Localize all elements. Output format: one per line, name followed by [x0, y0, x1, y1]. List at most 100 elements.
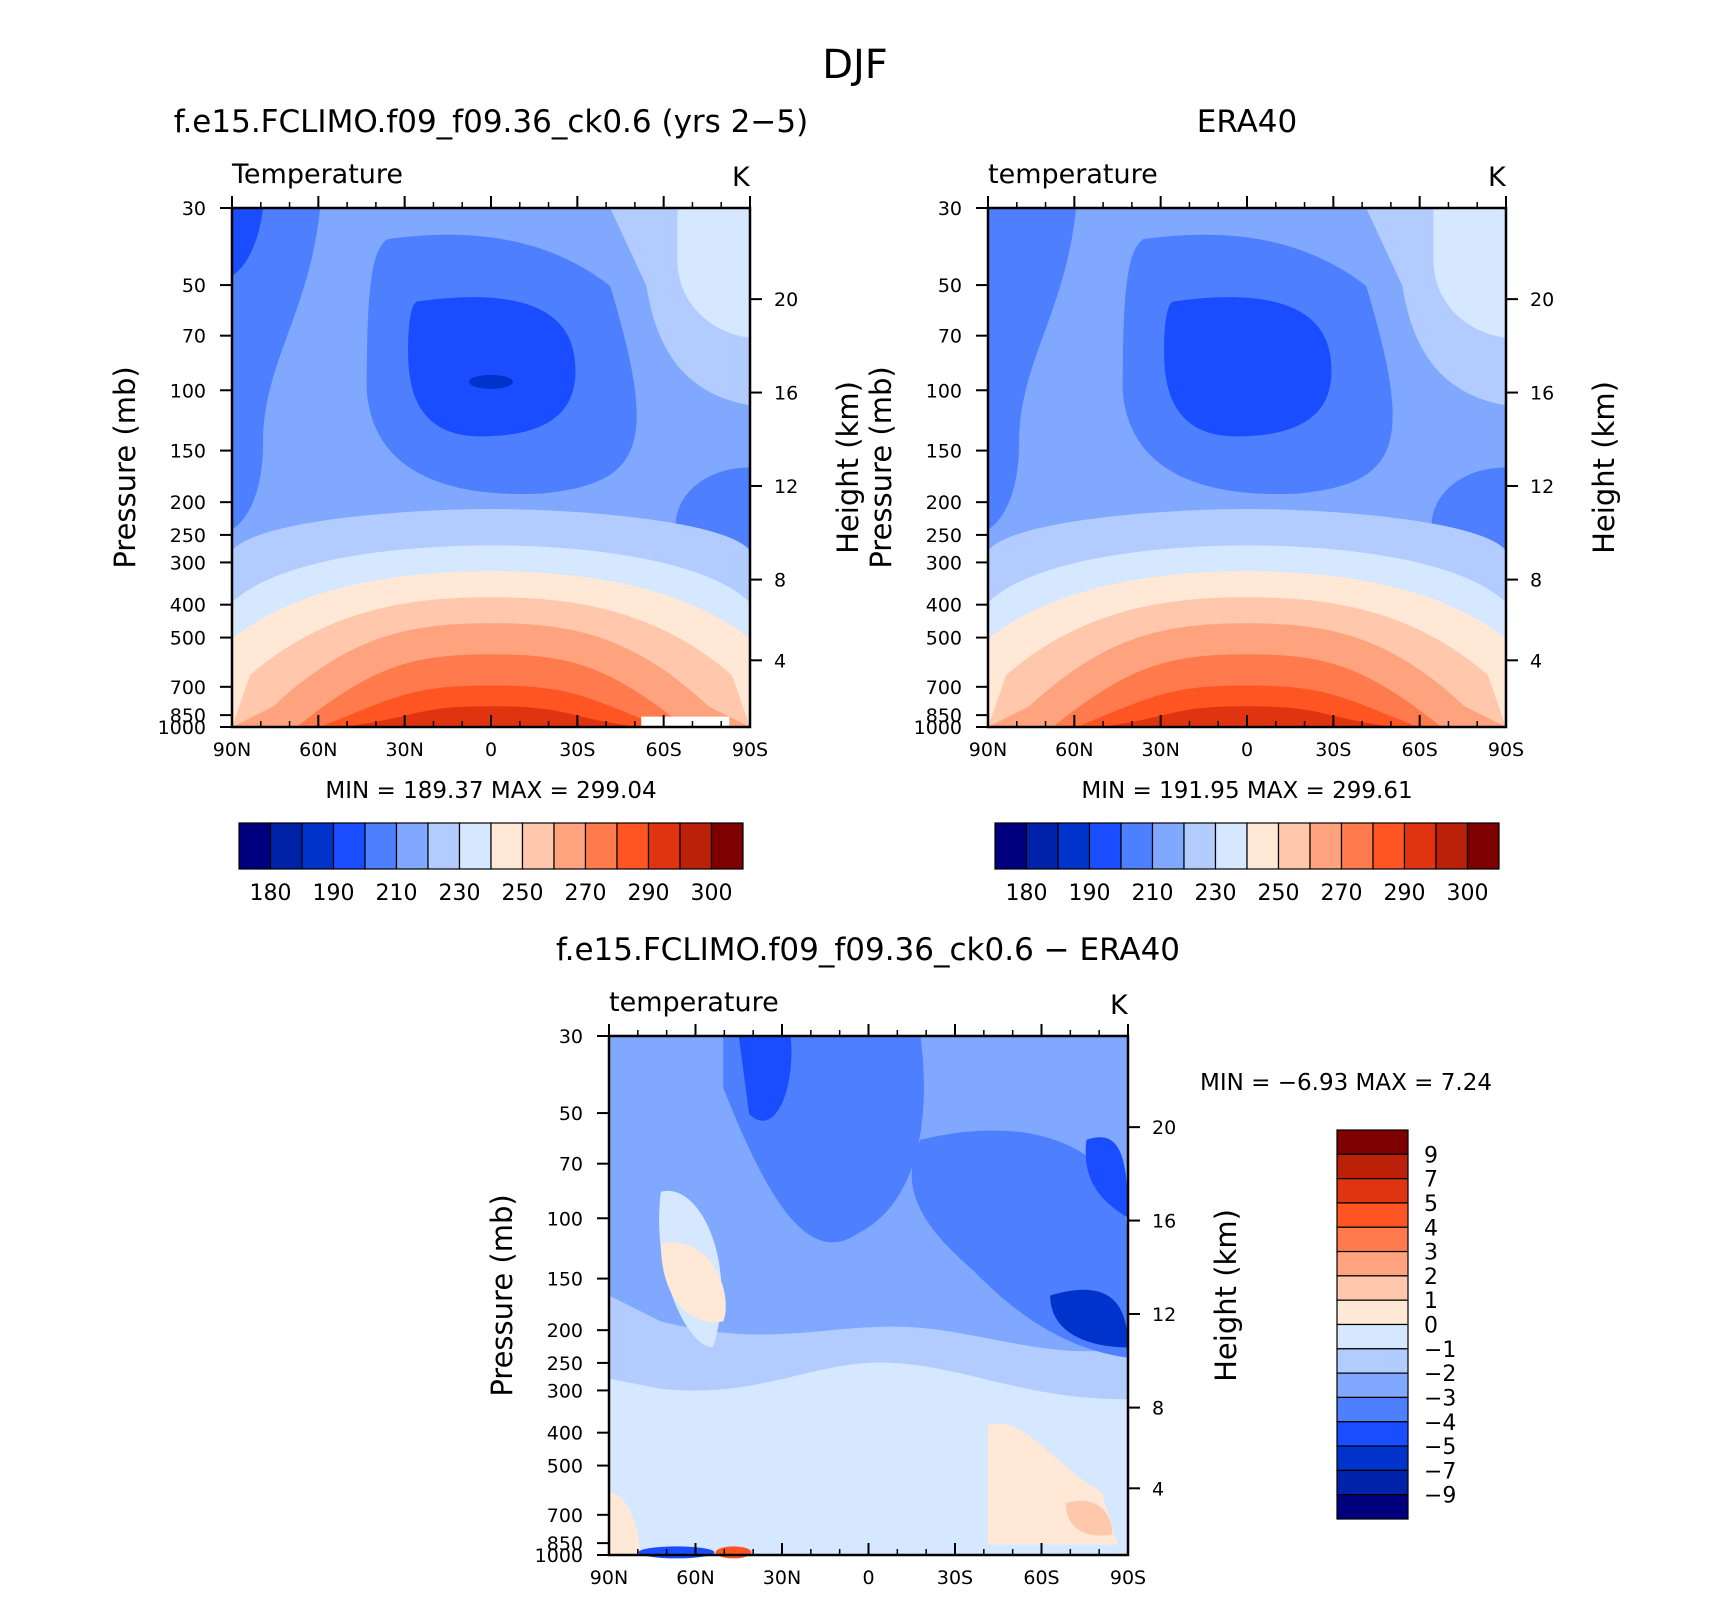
y-tick-label: 1000 [535, 1545, 583, 1567]
y-axis-title: Pressure (mb) [485, 1194, 519, 1396]
y-tick-label: 500 [170, 628, 206, 650]
y-tick-label: 30 [182, 198, 206, 220]
min-max-stats: MIN = 191.95 MAX = 299.61 [1081, 778, 1412, 804]
panel-title: f.e15.FCLIMO.f09_f09.36_ck0.6 − ERA40 [556, 932, 1180, 968]
colorbar-label: 250 [502, 881, 544, 906]
y-right-tick-label: 4 [1530, 650, 1542, 672]
colorbar-swatch [1336, 1421, 1409, 1447]
contour-band-neg5 [738, 1036, 792, 1121]
colorbar-swatch [1336, 1226, 1409, 1253]
colorbar-label: 230 [439, 881, 481, 906]
colorbar-label: −5 [1424, 1435, 1456, 1460]
contour-band-240 [1433, 208, 1506, 338]
plot-axes: 90N 60N 30N 0 30S 60S 90S 30 50 70 100 150 200 250 300… [485, 932, 1243, 1589]
colorbar-label: 2 [1424, 1265, 1438, 1290]
x-tick-label: 30N [385, 739, 423, 761]
contour-field [988, 208, 1506, 727]
colorbar-swatch [1336, 1202, 1409, 1228]
colorbar-label: 4 [1424, 1216, 1438, 1241]
x-tick-label: 60S [1402, 739, 1438, 761]
colorbar-swatch [1336, 1153, 1409, 1180]
y-axis-title: Pressure (mb) [108, 366, 142, 568]
y-right-tick-label: 12 [1530, 476, 1554, 498]
y-right-tick-label: 8 [1152, 1398, 1164, 1420]
colorbar-label: −4 [1424, 1411, 1456, 1436]
y-tick-label: 30 [938, 198, 962, 220]
colorbar-swatch [1336, 1348, 1409, 1374]
contour-band-neg5b [1085, 1137, 1128, 1218]
y-tick-label: 400 [547, 1423, 583, 1445]
colorbar-swatch [1088, 822, 1122, 870]
colorbar-swatch [710, 822, 744, 870]
colorbar-swatch [1336, 1275, 1409, 1301]
colorbar-label: 1 [1424, 1289, 1438, 1314]
colorbar-swatch [458, 822, 492, 870]
colorbar-swatch [1336, 1494, 1409, 1520]
panel-subtitle: temperature [609, 987, 779, 1018]
colorbar-swatch [1246, 822, 1280, 870]
colorbar-label: 210 [376, 881, 418, 906]
colorbar-swatch [332, 822, 366, 870]
y-tick-label: 400 [170, 595, 206, 617]
colorbar-swatch [994, 822, 1028, 870]
x-tick-label: 90S [1110, 1567, 1146, 1589]
colorbar-swatch [238, 822, 272, 870]
x-tick-label: 90S [1488, 739, 1524, 761]
y-tick-label: 700 [926, 677, 962, 699]
colorbar-label: 7 [1424, 1168, 1438, 1193]
colorbar-swatch [1336, 1445, 1409, 1471]
y-right-axis-title: Height (km) [1209, 1209, 1243, 1382]
colorbar-swatch [584, 822, 618, 870]
y-tick-label: 300 [547, 1380, 583, 1402]
y-tick-label: 100 [926, 380, 962, 402]
y-tick-label: 150 [926, 441, 962, 463]
y-tick-label: 700 [170, 677, 206, 699]
units-label: K [1110, 990, 1129, 1021]
y-tick-label: 1000 [158, 717, 206, 739]
y-tick-label: 500 [926, 628, 962, 650]
contour-band-190 [408, 297, 576, 437]
colorbar-swatch [301, 822, 335, 870]
x-tick-label: 30N [763, 1567, 801, 1589]
y-tick-label: 250 [170, 525, 206, 547]
colorbar-swatch [1336, 1323, 1409, 1350]
colorbar-swatch [364, 822, 398, 870]
min-max-stats: MIN = −6.93 MAX = 7.24 [1200, 1070, 1492, 1096]
contour-band-polar-core [232, 208, 264, 276]
colorbar-swatch [1151, 822, 1185, 870]
colorbar-label: 270 [565, 881, 607, 906]
x-tick-label: 0 [485, 739, 497, 761]
x-tick-label: 90N [213, 739, 251, 761]
y-tick-label: 100 [170, 380, 206, 402]
colorbar-label: −3 [1424, 1386, 1456, 1411]
x-tick-label: 60S [1023, 1567, 1059, 1589]
y-tick-label: 150 [170, 441, 206, 463]
y-tick-label: 200 [547, 1320, 583, 1342]
y-tick-label: 300 [170, 552, 206, 574]
colorbar-swatch [616, 822, 650, 870]
y-tick-label: 50 [182, 275, 206, 297]
colorbar-swatch [521, 822, 555, 870]
colorbar-label: −7 [1424, 1459, 1456, 1484]
colorbar-label: 270 [1321, 881, 1363, 906]
panel-subtitle: temperature [988, 159, 1158, 190]
y-right-tick-label: 4 [774, 650, 786, 672]
plot-axes: 90N 60N 30N 0 30S 60S 90S 30 50 70 100 150 200 250 300… [864, 104, 1621, 761]
y-tick-label: 70 [938, 326, 962, 348]
y-right-tick-label: 4 [1152, 1478, 1164, 1500]
y-tick-label: 200 [170, 492, 206, 514]
contour-band-polar [988, 208, 1077, 530]
colorbar-swatch [1025, 822, 1059, 870]
x-tick-label: 90N [969, 739, 1007, 761]
colorbar-swatch [1309, 822, 1343, 870]
colorbar-swatch [553, 822, 587, 870]
colorbar-label: 290 [1384, 881, 1426, 906]
y-right-tick-label: 20 [1152, 1117, 1176, 1139]
figure-title: DJF [822, 42, 888, 88]
colorbar-label: −1 [1424, 1338, 1456, 1363]
colorbar-swatch [269, 822, 303, 870]
y-right-tick-label: 8 [774, 570, 786, 592]
x-tick-label: 30S [937, 1567, 973, 1589]
colorbar-swatch [1057, 822, 1091, 870]
